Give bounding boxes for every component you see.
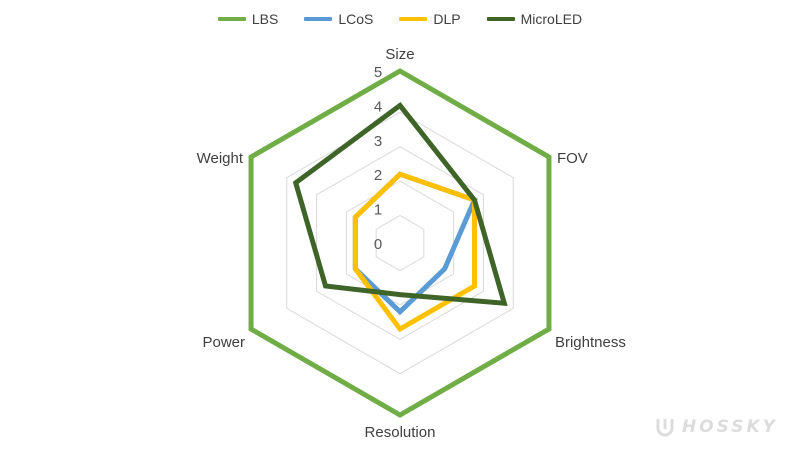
grid-ring-3 [286, 111, 514, 375]
watermark: HOSSKY [654, 416, 778, 438]
legend-label-lcos: LCoS [338, 11, 374, 27]
legend-label-microled: MicroLED [520, 11, 583, 27]
watermark-logo-icon [656, 419, 674, 437]
legend-swatch-microled [486, 17, 515, 21]
axis-label-brightness: Brightness [555, 334, 626, 351]
grid-ring-0 [375, 214, 425, 272]
legend-item-dlp: DLP [399, 11, 461, 27]
tick-label-5: 5 [374, 64, 382, 81]
grid-ring-1 [345, 180, 455, 306]
legend-item-lbs: LBS [217, 11, 279, 27]
axis-label-power: Power [203, 334, 246, 351]
legend-swatch-lcos [304, 17, 333, 21]
tick-label-0: 0 [374, 236, 382, 253]
radar-grid [250, 70, 550, 416]
legend-label-lbs: LBS [251, 11, 279, 27]
axis-label-fov: FOV [557, 150, 588, 167]
radar-series [248, 68, 552, 418]
tick-label-3: 3 [374, 133, 382, 150]
grid-ring-4 [250, 70, 550, 416]
legend-item-lcos: LCoS [304, 11, 373, 27]
series-microled-line [292, 101, 508, 306]
grid-ring-2 [316, 146, 484, 340]
legend-item-microled: MicroLED [486, 11, 583, 27]
tick-label-2: 2 [374, 167, 382, 184]
tick-label-1: 1 [374, 202, 382, 219]
chart-legend: LBS LCoS DLP MicroLED [0, 11, 800, 27]
legend-swatch-lbs [217, 17, 246, 21]
legend-label-dlp: DLP [433, 11, 461, 27]
axis-label-weight: Weight [197, 150, 244, 167]
legend-swatch-dlp [399, 17, 428, 21]
axis-label-resolution: Resolution [365, 424, 436, 441]
tick-label-4: 4 [374, 98, 382, 115]
watermark-text: HOSSKY [681, 417, 778, 437]
axis-label-size: Size [385, 46, 414, 63]
series-lbs-line [248, 68, 552, 418]
